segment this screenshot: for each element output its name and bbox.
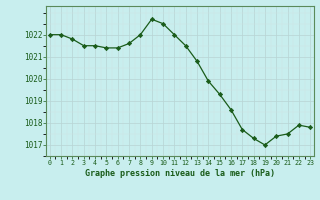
X-axis label: Graphe pression niveau de la mer (hPa): Graphe pression niveau de la mer (hPa)	[85, 169, 275, 178]
